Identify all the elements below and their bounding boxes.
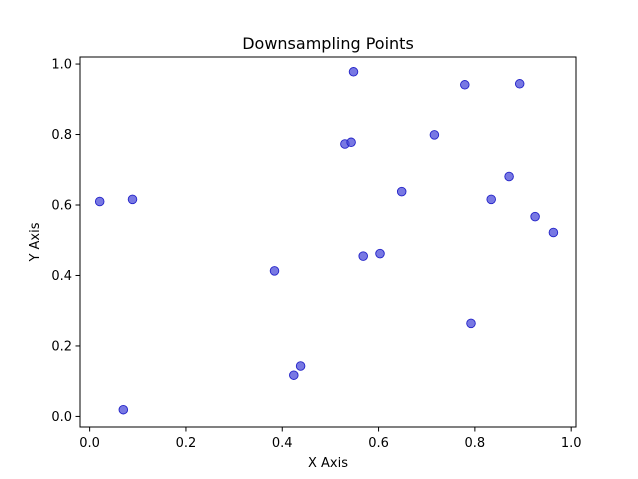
data-point <box>548 227 559 238</box>
data-point <box>396 186 407 197</box>
x-tick-label: 0.8 <box>465 436 486 451</box>
y-tick-label: 0.2 <box>51 339 72 354</box>
data-point <box>127 194 138 205</box>
data-point <box>118 404 129 415</box>
x-tick-label: 0.2 <box>176 436 197 451</box>
x-tick-label: 0.4 <box>272 436 293 451</box>
y-tick-label: 1.0 <box>51 58 72 73</box>
plot-frame <box>79 56 577 428</box>
data-point <box>530 211 540 222</box>
data-point <box>466 318 476 329</box>
data-point <box>295 361 306 371</box>
chart-title: Downsampling Points <box>242 34 414 53</box>
data-point <box>346 137 356 148</box>
data-point <box>358 251 368 261</box>
data-point <box>94 196 105 207</box>
data-point <box>486 194 496 205</box>
data-point <box>460 80 470 90</box>
y-tick-label: 0.8 <box>51 128 72 143</box>
data-point <box>429 130 440 140</box>
data-point <box>269 266 280 276</box>
data-point <box>514 79 525 89</box>
x-tick-label: 0.6 <box>368 436 389 451</box>
points-layer <box>94 67 559 415</box>
data-point <box>375 248 385 259</box>
ticks-layer: 0.0 0.2 0.4 0.6 0.8 1.0 0.0 0.2 0.4 0.6 0.8 1.0 <box>51 58 581 451</box>
data-point <box>289 370 299 380</box>
y-axis-label: Y Axis <box>28 222 43 262</box>
y-tick-label: 0.0 <box>51 410 72 425</box>
y-tick-label: 0.4 <box>51 269 72 284</box>
x-tick-label: 0.0 <box>79 436 100 451</box>
y-tick-label: 0.6 <box>51 199 72 214</box>
x-axis-label: X Axis <box>308 456 348 471</box>
x-tick-label: 1.0 <box>561 436 582 451</box>
data-point <box>348 67 359 77</box>
data-point <box>504 171 514 182</box>
